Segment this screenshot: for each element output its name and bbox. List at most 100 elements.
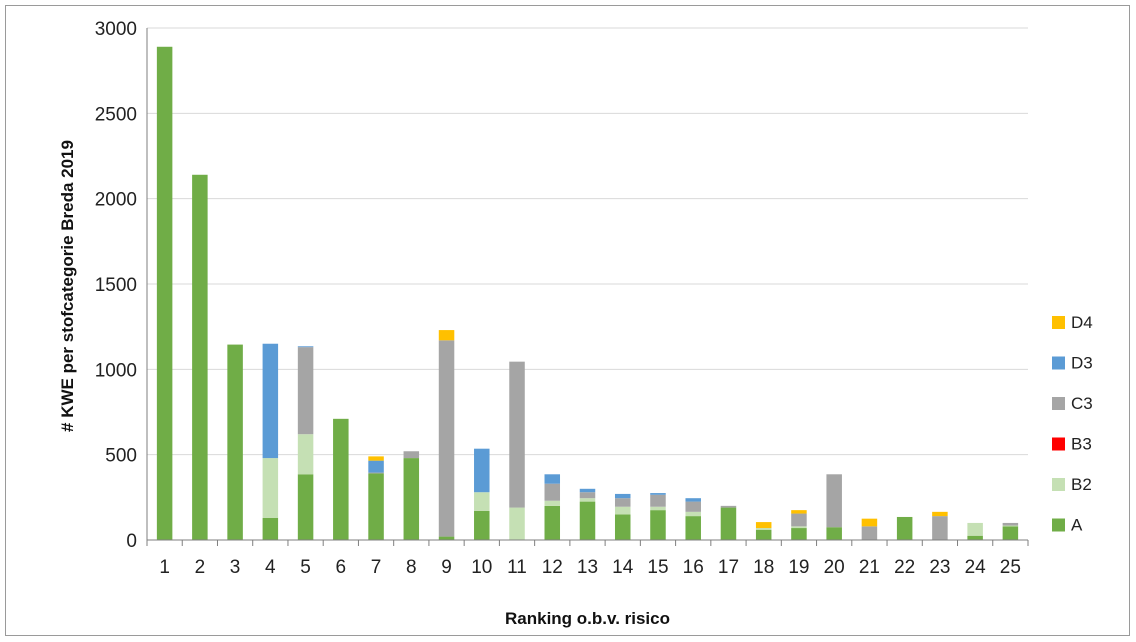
legend-swatch-b3 xyxy=(1052,437,1065,451)
bar-segment-d4-23 xyxy=(932,511,948,517)
bar-segment-c3-21 xyxy=(861,526,878,540)
bar-segment-d3-12 xyxy=(544,474,561,484)
x-axis-title: Ranking o.b.v. risico xyxy=(505,609,670,628)
bar-segment-a-18 xyxy=(755,529,772,540)
legend-label-b3: B3 xyxy=(1071,435,1092,454)
bar-segment-a-6 xyxy=(333,418,349,540)
y-tick-label: 1000 xyxy=(95,360,137,381)
bar-segment-d3-7 xyxy=(368,460,384,473)
bar-segment-b2-5 xyxy=(297,434,314,475)
bar-segment-d3-10 xyxy=(474,448,490,493)
bar-segment-c3-20 xyxy=(826,474,842,528)
bar-segment-d4-21 xyxy=(861,518,878,527)
bar-segment-d3-5 xyxy=(297,346,314,348)
x-tick-label: 9 xyxy=(441,557,452,578)
bar-segment-c3-5 xyxy=(297,347,314,435)
x-tick-label: 20 xyxy=(824,557,845,578)
bar-segment-c3-17 xyxy=(720,505,737,508)
bar-segment-d3-15 xyxy=(650,493,666,495)
bar-segment-d4-9 xyxy=(438,330,455,341)
bar-segment-a-16 xyxy=(685,516,701,540)
bar-segment-b2-11 xyxy=(509,507,525,540)
bar-segment-a-17 xyxy=(720,507,737,540)
legend-swatch-a xyxy=(1052,518,1065,532)
y-tick-label: 1500 xyxy=(95,275,137,296)
x-tick-label: 11 xyxy=(507,557,527,578)
x-tick-label: 14 xyxy=(612,557,634,578)
bar-segment-a-2 xyxy=(192,174,208,541)
bar-segment-b2-18 xyxy=(755,528,772,530)
bar-segment-a-20 xyxy=(826,527,842,540)
bar-segment-a-12 xyxy=(544,505,561,540)
bar-segment-a-15 xyxy=(650,510,666,540)
y-tick-label: 0 xyxy=(126,531,137,552)
y-tick-label: 500 xyxy=(105,446,137,467)
gridlines xyxy=(147,27,1028,456)
x-tick-label: 6 xyxy=(336,557,347,578)
x-tick-label: 15 xyxy=(647,557,668,578)
legend-label-d4: D4 xyxy=(1071,313,1093,332)
bar-segment-a-19 xyxy=(791,528,807,540)
y-tick-label: 3000 xyxy=(95,19,137,40)
x-tick-label: 8 xyxy=(406,557,417,578)
bar-segment-a-13 xyxy=(579,501,596,540)
bar-segment-b2-24 xyxy=(967,522,983,536)
bar-segment-c3-12 xyxy=(544,483,561,501)
bar-segment-a-25 xyxy=(1002,526,1019,540)
bar-segment-b2-19 xyxy=(791,526,807,529)
bar-segment-b2-12 xyxy=(544,500,561,506)
x-tick-label: 25 xyxy=(1000,557,1021,578)
bar-segment-a-8 xyxy=(403,458,420,540)
bar-segment-c3-23 xyxy=(932,516,948,540)
x-tick-label: 7 xyxy=(371,557,382,578)
bar-segment-a-7 xyxy=(368,473,384,540)
y-tick-label: 2000 xyxy=(95,190,137,211)
bar-segment-a-3 xyxy=(227,344,243,540)
bar-segment-d3-14 xyxy=(614,493,631,499)
bar-segment-c3-7 xyxy=(368,472,384,474)
bar-segment-a-24 xyxy=(967,535,983,540)
bar-segment-c3-9 xyxy=(438,340,455,537)
legend: D4 D3 C3 B3 B2 A xyxy=(1052,313,1093,535)
bar-segment-b2-10 xyxy=(474,492,490,511)
x-tick-label: 23 xyxy=(929,557,950,578)
bar-segment-b2-14 xyxy=(614,506,631,515)
y-axis-title: # KWE per stofcategorie Breda 2019 xyxy=(58,140,77,432)
bar-segment-a-1 xyxy=(156,46,173,540)
bar-segment-d4-19 xyxy=(791,510,807,514)
x-tick-label: 19 xyxy=(788,557,809,578)
bar-segment-b2-13 xyxy=(579,498,596,502)
bar-segment-c3-16 xyxy=(685,501,701,512)
y-tick-label: 2500 xyxy=(95,104,137,125)
bar-segment-a-14 xyxy=(614,514,631,540)
x-tick-label: 17 xyxy=(718,557,739,578)
legend-swatch-d4 xyxy=(1052,316,1065,329)
x-tick-label: 24 xyxy=(965,557,987,578)
x-tick-label: 13 xyxy=(577,557,598,578)
legend-label-d3: D3 xyxy=(1071,354,1093,373)
legend-label-a: A xyxy=(1071,516,1083,535)
bar-segment-d3-4 xyxy=(262,343,279,459)
bar-segment-c3-25 xyxy=(1002,522,1019,526)
legend-swatch-d3 xyxy=(1052,356,1065,370)
legend-label-c3: C3 xyxy=(1071,394,1093,413)
x-tick-label: 21 xyxy=(859,557,880,578)
legend-swatch-b2 xyxy=(1052,478,1065,491)
bar-segment-d4-18 xyxy=(755,522,772,529)
bar-segment-a-5 xyxy=(297,474,314,540)
bar-segment-b2-15 xyxy=(650,506,666,511)
bar-segment-d4-7 xyxy=(368,456,384,461)
bar-segment-a-10 xyxy=(474,510,490,540)
legend-swatch-c3 xyxy=(1052,397,1065,410)
x-tick-label: 22 xyxy=(894,557,915,578)
x-tick-label: 4 xyxy=(265,557,276,578)
x-tick-label: 10 xyxy=(471,557,492,578)
bar-segment-d3-16 xyxy=(685,498,701,502)
bar-segment-c3-15 xyxy=(650,494,666,507)
bar-segment-c3-8 xyxy=(403,451,420,459)
legend-label-b2: B2 xyxy=(1071,475,1092,494)
bar-segment-c3-14 xyxy=(614,498,631,507)
bar-segment-c3-19 xyxy=(791,513,807,527)
